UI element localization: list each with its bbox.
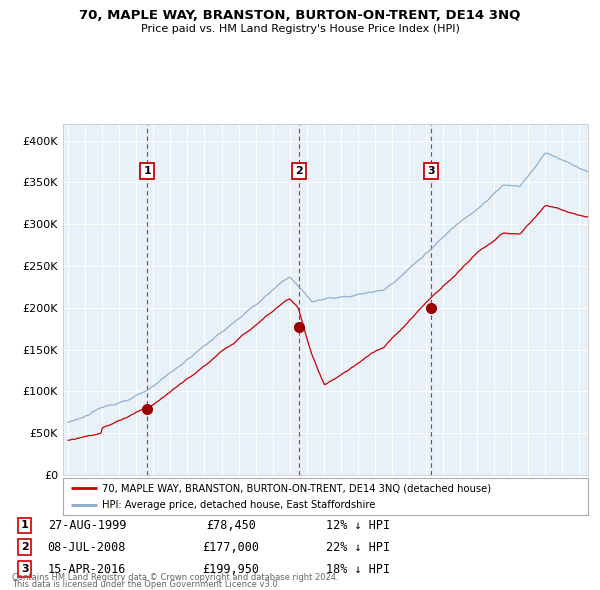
- Text: 12% ↓ HPI: 12% ↓ HPI: [326, 519, 389, 532]
- Text: 27-AUG-1999: 27-AUG-1999: [47, 519, 126, 532]
- Text: 3: 3: [21, 564, 28, 574]
- Text: £177,000: £177,000: [202, 540, 259, 554]
- Text: £78,450: £78,450: [206, 519, 256, 532]
- Text: 1: 1: [143, 166, 151, 176]
- Text: Price paid vs. HM Land Registry's House Price Index (HPI): Price paid vs. HM Land Registry's House …: [140, 24, 460, 34]
- Text: 1: 1: [21, 520, 29, 530]
- Text: 18% ↓ HPI: 18% ↓ HPI: [326, 562, 389, 576]
- Text: 2: 2: [21, 542, 29, 552]
- Text: This data is licensed under the Open Government Licence v3.0.: This data is licensed under the Open Gov…: [12, 580, 280, 589]
- Text: Contains HM Land Registry data © Crown copyright and database right 2024.: Contains HM Land Registry data © Crown c…: [12, 573, 338, 582]
- Text: 70, MAPLE WAY, BRANSTON, BURTON-ON-TRENT, DE14 3NQ (detached house): 70, MAPLE WAY, BRANSTON, BURTON-ON-TRENT…: [103, 483, 491, 493]
- Text: 70, MAPLE WAY, BRANSTON, BURTON-ON-TRENT, DE14 3NQ: 70, MAPLE WAY, BRANSTON, BURTON-ON-TRENT…: [79, 9, 521, 22]
- Text: 3: 3: [427, 166, 435, 176]
- Text: £199,950: £199,950: [202, 562, 259, 576]
- Text: 22% ↓ HPI: 22% ↓ HPI: [326, 540, 389, 554]
- Text: 2: 2: [295, 166, 302, 176]
- Text: 15-APR-2016: 15-APR-2016: [47, 562, 126, 576]
- Text: 08-JUL-2008: 08-JUL-2008: [47, 540, 126, 554]
- Text: HPI: Average price, detached house, East Staffordshire: HPI: Average price, detached house, East…: [103, 500, 376, 510]
